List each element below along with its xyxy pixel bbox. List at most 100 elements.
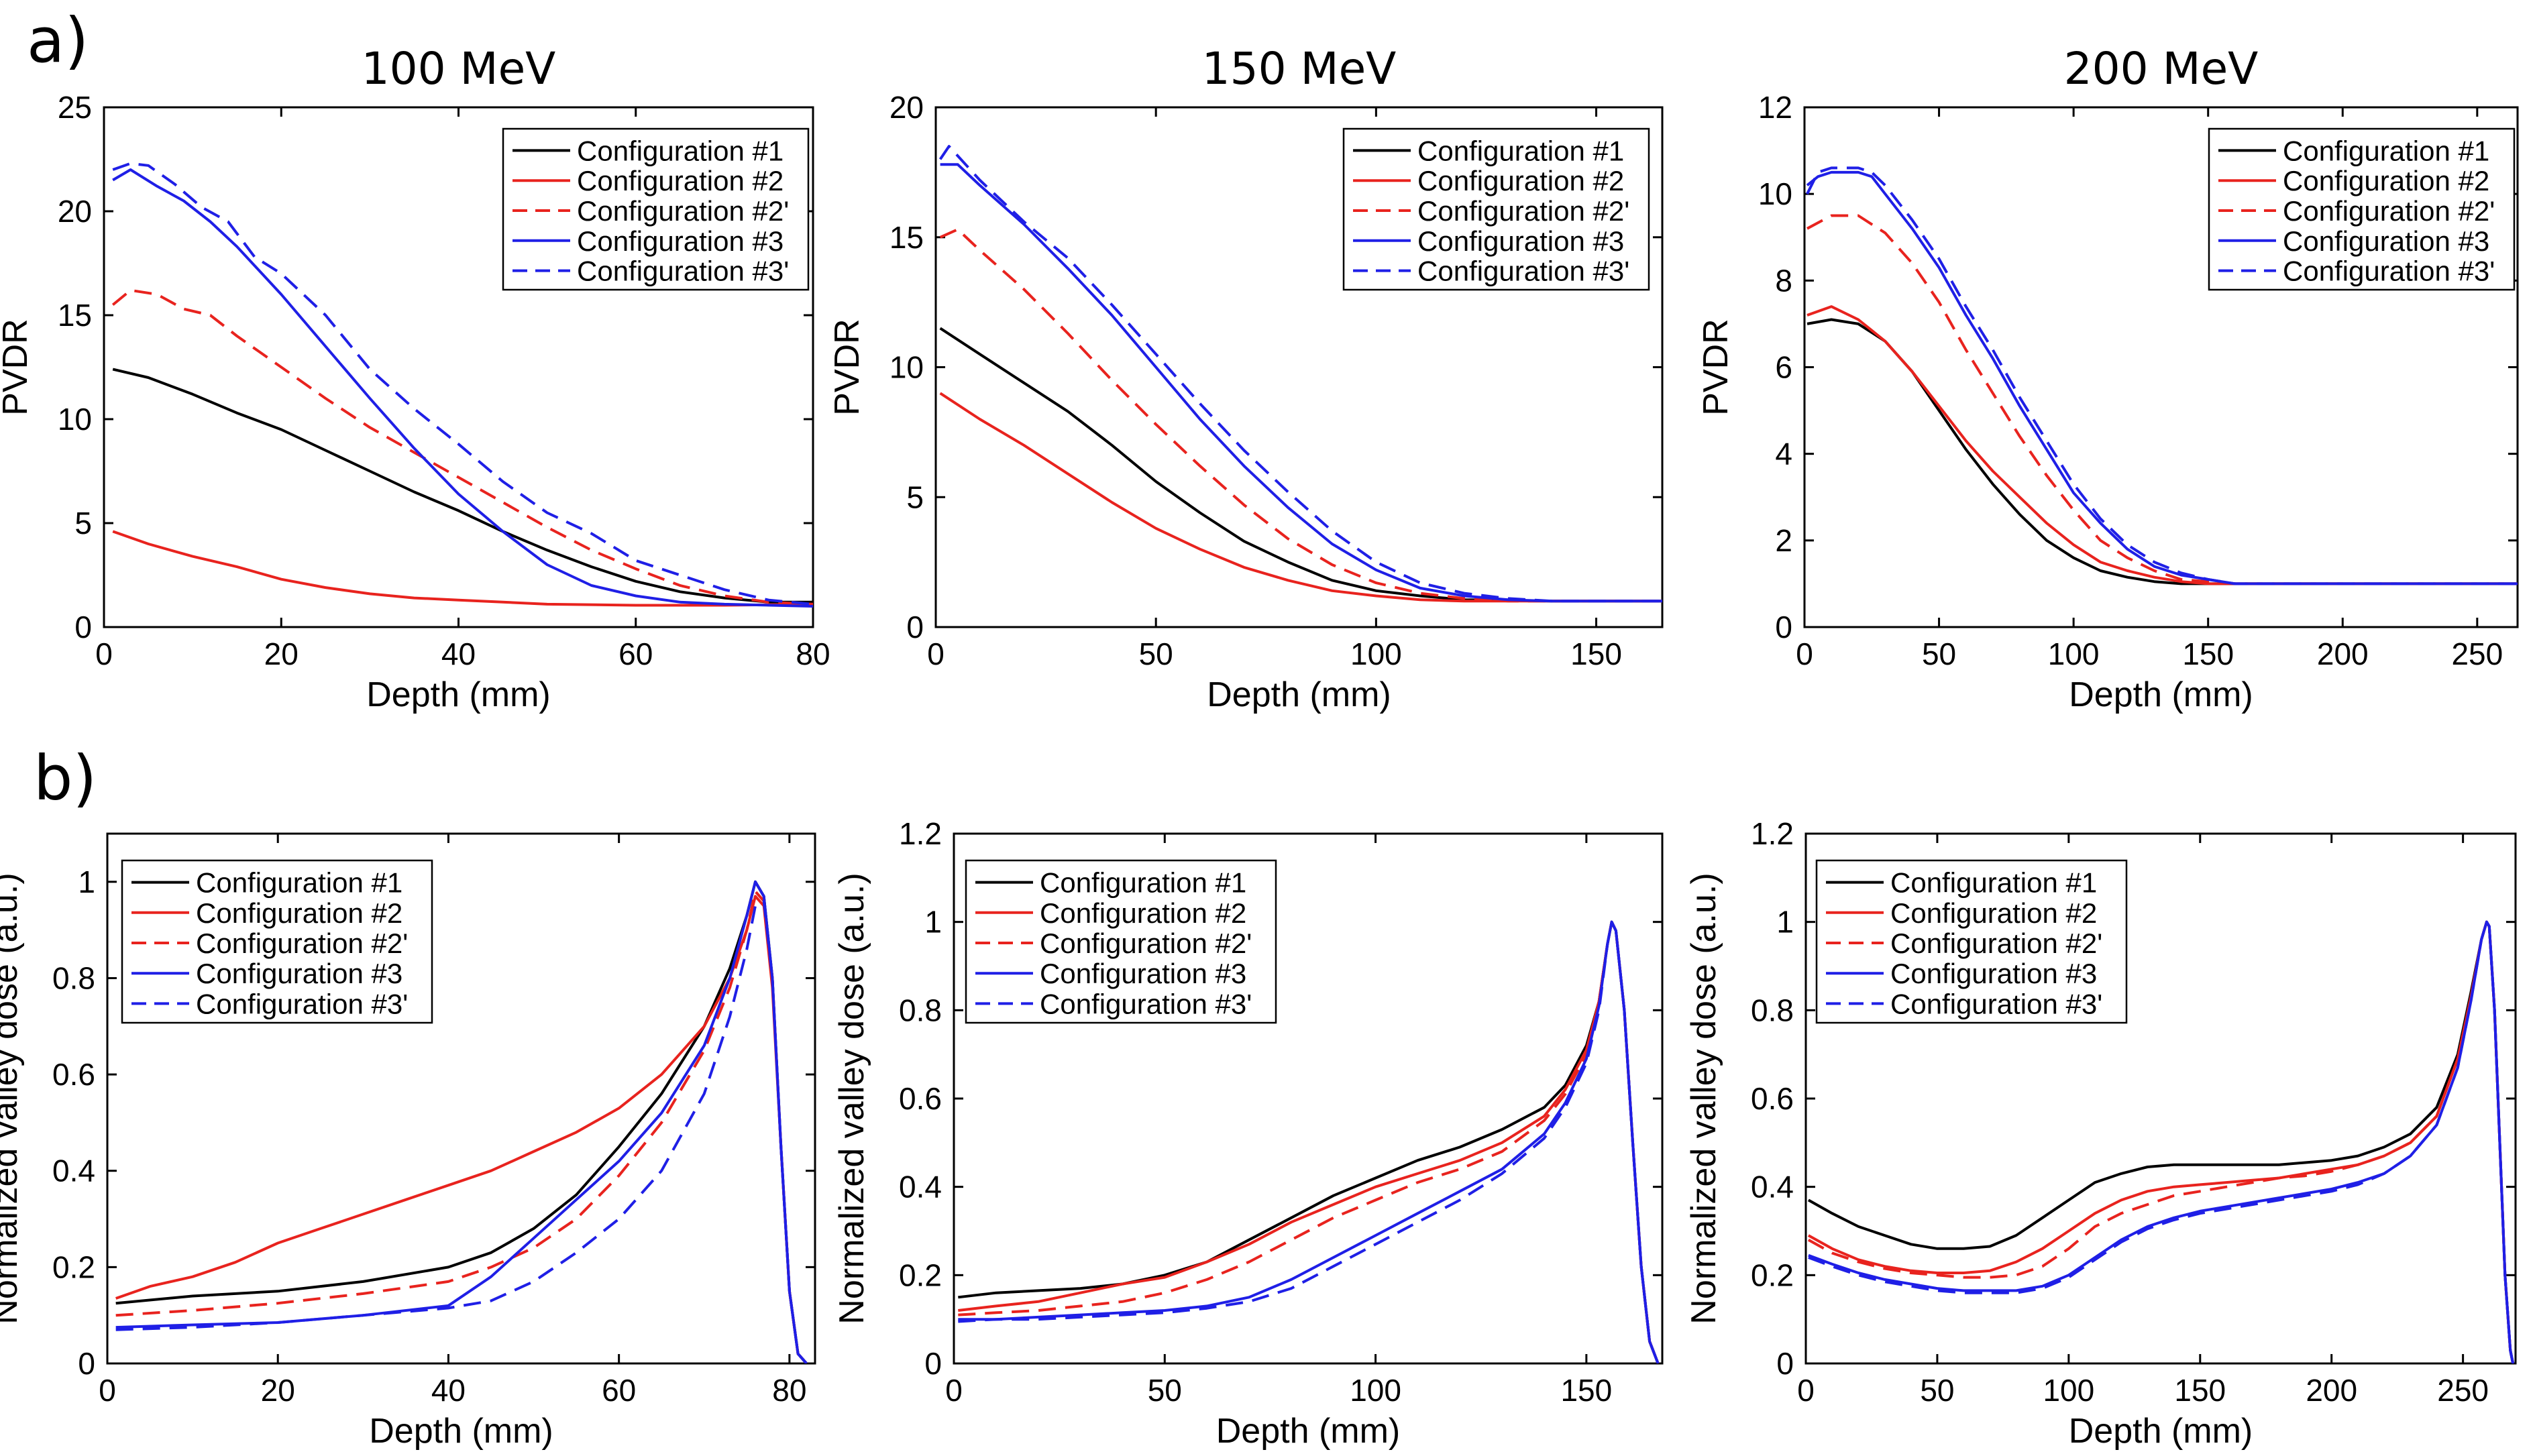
y-tick-label: 4 bbox=[1775, 437, 1792, 471]
x-tick-label: 80 bbox=[796, 636, 830, 671]
x-tick-label: 40 bbox=[441, 636, 476, 671]
x-axis-label: Depth (mm) bbox=[369, 1412, 553, 1451]
plot-area bbox=[1807, 920, 2515, 1363]
x-tick-label: 60 bbox=[602, 1373, 636, 1408]
legend-box bbox=[1342, 127, 1650, 291]
x-tick-label: 50 bbox=[1920, 1373, 1954, 1408]
chart-title: 200 MeV bbox=[2064, 43, 2259, 95]
plot-area bbox=[938, 145, 1662, 603]
y-tick-label: 0 bbox=[906, 610, 924, 645]
y-tick-label: 0.2 bbox=[899, 1257, 942, 1292]
legend-label-1: Configuration #1 bbox=[577, 135, 784, 166]
x-axis-label: Depth (mm) bbox=[1216, 1412, 1400, 1451]
x-tick-label: 150 bbox=[1560, 1373, 1612, 1408]
x-tick-label: 200 bbox=[2306, 1373, 2357, 1408]
series-line-5 bbox=[1806, 166, 2518, 585]
chart-b3: 0 50 100 150 200 250 0 0.2 0.4 0.6 0.8 1 1.2 Depth (m… bbox=[1684, 816, 2517, 1451]
y-tick-label: 10 bbox=[1758, 176, 1792, 211]
x-tick-label: 0 bbox=[99, 1373, 116, 1408]
x-axis-label: Depth (mm) bbox=[2069, 675, 2253, 714]
x-tick-label: 150 bbox=[1570, 636, 1622, 671]
x-tick-label: 60 bbox=[618, 636, 653, 671]
y-tick-label: 1 bbox=[1776, 905, 1794, 940]
y-tick-label: 0.6 bbox=[899, 1081, 942, 1116]
y-tick-label: 0.4 bbox=[52, 1154, 95, 1188]
y-tick-label: 2 bbox=[1775, 523, 1792, 558]
y-tick-label: 10 bbox=[889, 350, 924, 385]
y-tick-label: 0.8 bbox=[1751, 993, 1794, 1027]
y-axis-label: PVDR bbox=[1696, 319, 1735, 415]
legend-label-4: Configuration #3 bbox=[1417, 225, 1624, 257]
legend-label-4: Configuration #3 bbox=[577, 225, 784, 257]
x-tick-label: 50 bbox=[1922, 636, 1956, 671]
series-line-2 bbox=[112, 530, 813, 607]
series-line-5 bbox=[1808, 920, 2515, 1363]
y-tick-label: 1.2 bbox=[899, 816, 942, 851]
legend-label-2: Configuration #2 bbox=[2283, 165, 2489, 197]
legend-label-1: Configuration #1 bbox=[1890, 867, 2097, 899]
legend-label-2: Configuration #2 bbox=[577, 165, 784, 197]
legend-label-1: Configuration #1 bbox=[2283, 135, 2489, 166]
y-tick-label: 8 bbox=[1775, 263, 1792, 298]
series-line-2 bbox=[939, 392, 1662, 603]
x-tick-label: 100 bbox=[1350, 1373, 1401, 1408]
series-line-5 bbox=[958, 920, 1660, 1363]
panel-label-a: a) bbox=[27, 5, 89, 76]
y-axis-label: Normalized valley dose (a.u.) bbox=[0, 873, 25, 1324]
x-tick-label: 20 bbox=[261, 1373, 295, 1408]
plot-area bbox=[115, 880, 808, 1363]
series-line-3 bbox=[111, 288, 813, 606]
chart-title: 100 MeV bbox=[362, 43, 556, 95]
panel-label-b: b) bbox=[34, 742, 97, 814]
y-tick-label: 0.4 bbox=[899, 1170, 942, 1205]
legend-label-3: Configuration #2' bbox=[1890, 928, 2102, 959]
legend-box bbox=[1815, 859, 2128, 1024]
x-tick-label: 0 bbox=[95, 636, 113, 671]
x-axis-label: Depth (mm) bbox=[1207, 675, 1391, 714]
x-tick-label: 200 bbox=[2317, 636, 2369, 671]
legend-label-3: Configuration #2' bbox=[577, 195, 789, 227]
y-tick-label: 0 bbox=[1776, 1346, 1794, 1381]
y-tick-label: 1 bbox=[924, 905, 942, 940]
legend-label-1: Configuration #1 bbox=[1040, 867, 1246, 899]
y-tick-label: 0.8 bbox=[52, 960, 95, 995]
series-line-4 bbox=[1806, 170, 2518, 585]
legend-box bbox=[121, 859, 433, 1024]
x-tick-label: 250 bbox=[2451, 636, 2503, 671]
chart-a1: 0 20 40 60 80 0 5 10 15 20 25 Depth (mm) PVDR 100 MeV… bbox=[0, 43, 830, 714]
plot-area bbox=[958, 920, 1660, 1363]
y-tick-label: 0.4 bbox=[1751, 1170, 1794, 1205]
x-tick-label: 250 bbox=[2437, 1373, 2489, 1408]
y-tick-label: 1 bbox=[78, 864, 95, 899]
x-axis-label: Depth (mm) bbox=[2069, 1412, 2253, 1451]
y-axis-label: PVDR bbox=[0, 319, 35, 415]
series-line-4 bbox=[112, 168, 813, 608]
legend-label-5: Configuration #3' bbox=[2283, 256, 2495, 287]
y-tick-label: 5 bbox=[906, 480, 924, 514]
x-tick-label: 0 bbox=[1796, 636, 1813, 671]
series-line-4 bbox=[940, 163, 1662, 603]
series-line-1 bbox=[1806, 318, 2518, 585]
y-tick-label: 0.2 bbox=[52, 1249, 95, 1284]
series-line-5 bbox=[112, 162, 813, 606]
legend-label-4: Configuration #3 bbox=[196, 958, 402, 989]
chart-a3: 0 50 100 150 200 250 0 2 4 6 8 10 12 Depth (mm) PVDR 20… bbox=[1696, 43, 2519, 714]
series-line-3 bbox=[1806, 214, 2518, 585]
y-tick-label: 12 bbox=[1758, 90, 1792, 125]
legend-label-2: Configuration #2 bbox=[1417, 165, 1624, 197]
series-line-2 bbox=[1806, 305, 2518, 585]
y-tick-label: 0 bbox=[74, 610, 92, 645]
y-tick-label: 0.2 bbox=[1751, 1257, 1794, 1292]
axes-box bbox=[106, 832, 816, 1365]
y-tick-label: 0 bbox=[78, 1346, 95, 1381]
series-line-1 bbox=[939, 327, 1662, 603]
x-tick-label: 20 bbox=[264, 636, 299, 671]
y-tick-label: 0.6 bbox=[1751, 1081, 1794, 1116]
x-tick-label: 50 bbox=[1139, 636, 1173, 671]
legend-label-3: Configuration #2' bbox=[1040, 928, 1252, 959]
legend-label-5: Configuration #3' bbox=[1417, 256, 1629, 287]
